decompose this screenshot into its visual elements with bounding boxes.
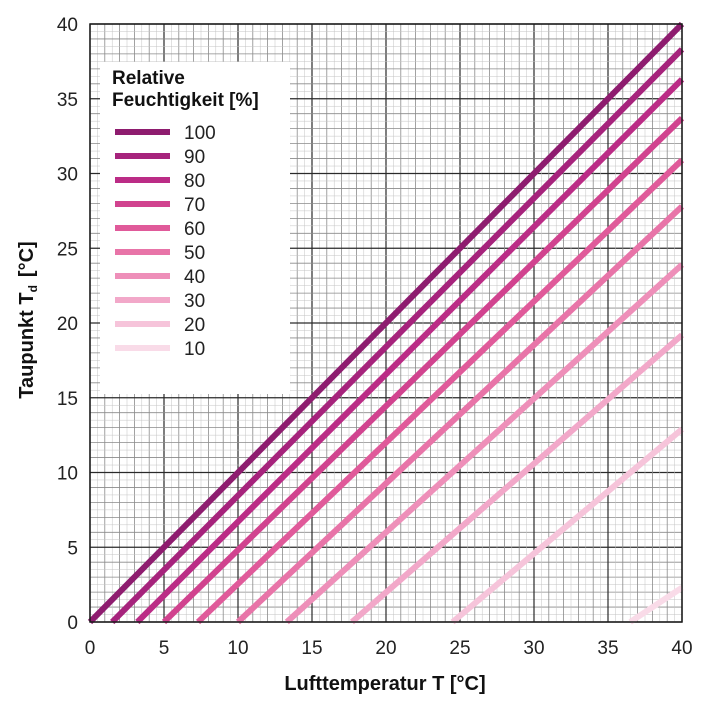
x-tick-label: 15: [301, 638, 322, 659]
legend: Relative Feuchtigkeit [%] 100 90 80 70 60 50 4…: [100, 62, 290, 394]
x-tick-label: 0: [85, 638, 96, 659]
series-line-rh-30: [352, 335, 682, 622]
x-tick-label: 25: [449, 638, 470, 659]
y-axis-title-subscript: d: [26, 285, 40, 292]
y-axis-title-main: Taupunkt T: [16, 292, 38, 398]
series-line-rh-20: [453, 429, 682, 622]
legend-label-30: 30: [184, 291, 205, 312]
x-tick-label: 35: [597, 638, 618, 659]
legend-label-80: 80: [184, 171, 205, 192]
y-tick-label: 30: [57, 165, 78, 186]
y-tick-label: 15: [57, 389, 78, 410]
y-tick-label: 35: [57, 90, 78, 111]
x-tick-label: 30: [523, 638, 544, 659]
legend-label-70: 70: [184, 195, 205, 216]
y-axis-title-unit: [°C]: [16, 241, 38, 277]
x-axis-title: Lufttemperatur T [°C]: [284, 673, 485, 695]
legend-label-100: 100: [184, 123, 216, 144]
legend-label-10: 10: [184, 339, 205, 360]
x-tick-label: 5: [159, 638, 170, 659]
y-tick-label: 5: [67, 538, 78, 559]
y-tick-label: 20: [57, 314, 78, 335]
legend-title-line1: Relative: [112, 68, 185, 89]
y-axis-title: Taupunkt Td [°C]: [16, 241, 40, 398]
legend-label-20: 20: [184, 315, 205, 336]
x-tick-label: 10: [227, 638, 248, 659]
x-tick-label: 40: [671, 638, 692, 659]
legend-label-50: 50: [184, 243, 205, 264]
y-tick-label: 10: [57, 464, 78, 485]
legend-label-90: 90: [184, 147, 205, 168]
y-tick-label: 25: [57, 239, 78, 260]
legend-label-60: 60: [184, 219, 205, 240]
y-tick-label: 40: [57, 15, 78, 36]
y-tick-label: 0: [67, 613, 78, 634]
x-tick-label: 20: [375, 638, 396, 659]
legend-label-40: 40: [184, 267, 205, 288]
legend-title-line2: Feuchtigkeit [%]: [112, 90, 259, 111]
